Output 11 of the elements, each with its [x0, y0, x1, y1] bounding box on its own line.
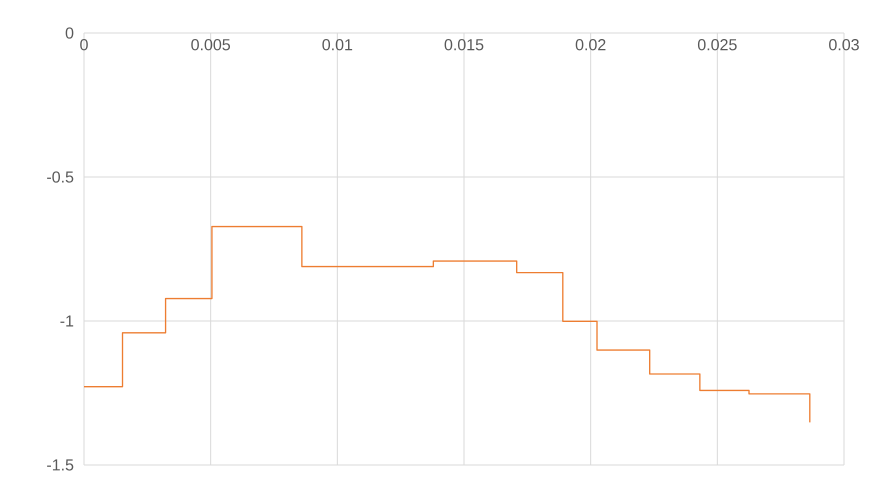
x-tick-label: 0 [80, 39, 88, 50]
y-tick-label: 0 [66, 27, 74, 39]
x-tick-label: 0.03 [829, 39, 859, 50]
y-tick-label: -0.5 [47, 171, 74, 183]
x-tick-label: 0.005 [191, 39, 230, 50]
x-tick-label: 0.025 [698, 39, 737, 50]
x-tick-label: 0.01 [322, 39, 352, 50]
x-tick-label: 0.015 [444, 39, 484, 50]
x-tick-label: 0.02 [576, 39, 606, 50]
y-tick-label: -1 [60, 316, 74, 327]
y-tick-label: -1.5 [47, 459, 74, 471]
